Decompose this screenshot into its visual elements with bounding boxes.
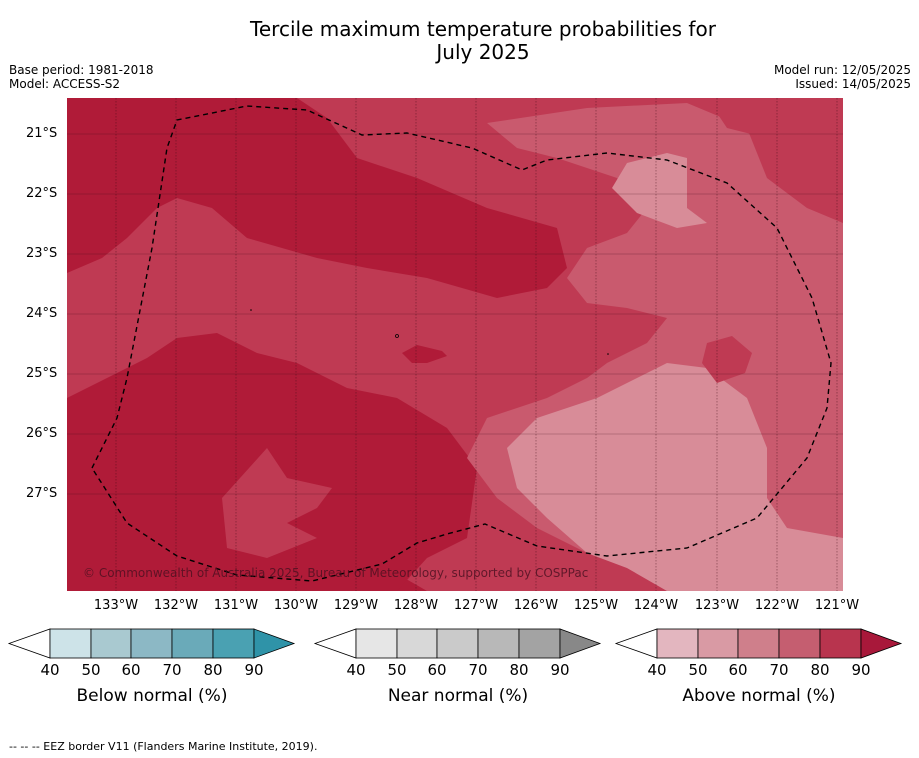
colorbar-tick: 50 — [688, 661, 708, 679]
title-line-1: Tercile maximum temperature probabilitie… — [250, 17, 716, 41]
colorbar-segment — [737, 628, 780, 659]
probability-map[interactable] — [67, 98, 843, 591]
colorbar-tick: 70 — [769, 661, 789, 679]
issued-date: Issued: 14/05/2025 — [795, 77, 911, 91]
colorbar-tick: 70 — [162, 661, 182, 679]
lon-label: 123°W — [694, 598, 740, 613]
lat-label: 23°S — [26, 246, 58, 261]
island-marker — [395, 334, 399, 338]
lon-label: 121°W — [814, 598, 860, 613]
colorbar-tick: 50 — [387, 661, 407, 679]
colorbar-segment — [697, 628, 739, 659]
lon-label: 130°W — [273, 598, 319, 613]
graticule — [115, 98, 838, 591]
colorbar-segment — [90, 628, 132, 659]
meta-right: Model run: 12/05/2025 Issued: 14/05/2025 — [774, 63, 911, 91]
colorbar-below-swatches — [7, 628, 296, 659]
colorbar-segment — [396, 628, 438, 659]
lon-label: 127°W — [453, 598, 499, 613]
colorbar-tick: 80 — [203, 661, 223, 679]
colorbar-segment — [778, 628, 821, 659]
colorbar-tick: 40 — [40, 661, 60, 679]
field-level-80-blob — [702, 336, 752, 383]
island-marker — [250, 309, 252, 311]
lon-label: 129°W — [333, 598, 379, 613]
lat-label: 27°S — [26, 486, 58, 501]
base-period: Base period: 1981-2018 — [9, 63, 154, 77]
colorbar-above-normal — [614, 628, 903, 659]
colorbar-label-above: Above normal (%) — [682, 686, 836, 706]
field-level-60 — [507, 363, 843, 591]
colorbar-near-swatches — [313, 628, 602, 659]
field-level-80-northeast — [707, 98, 843, 138]
lat-label: 24°S — [26, 306, 58, 321]
lat-label: 25°S — [26, 366, 58, 381]
colorbar-tick: 50 — [81, 661, 101, 679]
lon-label: 132°W — [153, 598, 199, 613]
colorbar-near-normal — [313, 628, 602, 659]
title-line-2: July 2025 — [436, 40, 530, 64]
colorbar-segment — [477, 628, 520, 659]
colorbar-segment — [212, 628, 255, 659]
colorbar-segment — [171, 628, 214, 659]
colorbar-tick: 60 — [121, 661, 141, 679]
colorbar-segment — [436, 628, 479, 659]
colorbar-segment — [614, 628, 658, 659]
eez-border — [91, 105, 832, 582]
colorbar-tick: 90 — [550, 661, 570, 679]
lat-label: 21°S — [26, 126, 58, 141]
colorbar-tick: 80 — [509, 661, 529, 679]
colorbar-tick: 40 — [647, 661, 667, 679]
island-marker — [607, 353, 609, 355]
lon-label: 133°W — [93, 598, 139, 613]
colorbar-above-swatches — [614, 628, 903, 659]
colorbar-segment — [860, 628, 903, 659]
colorbar-segment — [656, 628, 699, 659]
colorbar-tick: 90 — [851, 661, 871, 679]
lon-label: 125°W — [573, 598, 619, 613]
colorbar-segment — [7, 628, 51, 659]
chart-title: Tercile maximum temperature probabilitie… — [0, 18, 919, 64]
eez-footnote: -- -- -- EEZ border V11 (Flanders Marine… — [9, 740, 318, 753]
colorbar-tick: 40 — [346, 661, 366, 679]
colorbar-segment — [355, 628, 398, 659]
colorbar-tick: 60 — [427, 661, 447, 679]
colorbar-segment — [49, 628, 92, 659]
colorbar-label-below: Below normal (%) — [76, 686, 228, 706]
colorbar-segment — [253, 628, 296, 659]
lon-label: 126°W — [513, 598, 559, 613]
model-name: Model: ACCESS-S2 — [9, 77, 121, 91]
lon-label: 131°W — [213, 598, 259, 613]
colorbar-below-normal — [7, 628, 296, 659]
lat-label: 22°S — [26, 186, 58, 201]
field-level-90-blob — [402, 345, 447, 363]
latitude-lines — [67, 133, 843, 495]
colorbar-segment — [819, 628, 862, 659]
colorbar-segment — [518, 628, 561, 659]
meta-left: Base period: 1981-2018 Model: ACCESS-S2 — [9, 63, 154, 91]
colorbar-segment — [130, 628, 173, 659]
colorbar-segment — [559, 628, 602, 659]
field-level-80-tongue — [222, 448, 332, 558]
colorbar-label-near: Near normal (%) — [387, 686, 529, 706]
lon-label: 122°W — [754, 598, 800, 613]
lon-label: 128°W — [393, 598, 439, 613]
copyright-notice: © Commonwealth of Australia 2025, Bureau… — [83, 566, 589, 580]
lon-label: 124°W — [633, 598, 679, 613]
lat-label: 26°S — [26, 426, 58, 441]
colorbar-tick: 60 — [728, 661, 748, 679]
colorbar-segment — [313, 628, 357, 659]
model-run: Model run: 12/05/2025 — [773, 63, 911, 77]
colorbar-tick: 80 — [810, 661, 830, 679]
map-canvas — [67, 98, 843, 591]
colorbar-tick: 70 — [468, 661, 488, 679]
field-level-60-north — [612, 153, 707, 228]
colorbar-tick: 90 — [244, 661, 264, 679]
